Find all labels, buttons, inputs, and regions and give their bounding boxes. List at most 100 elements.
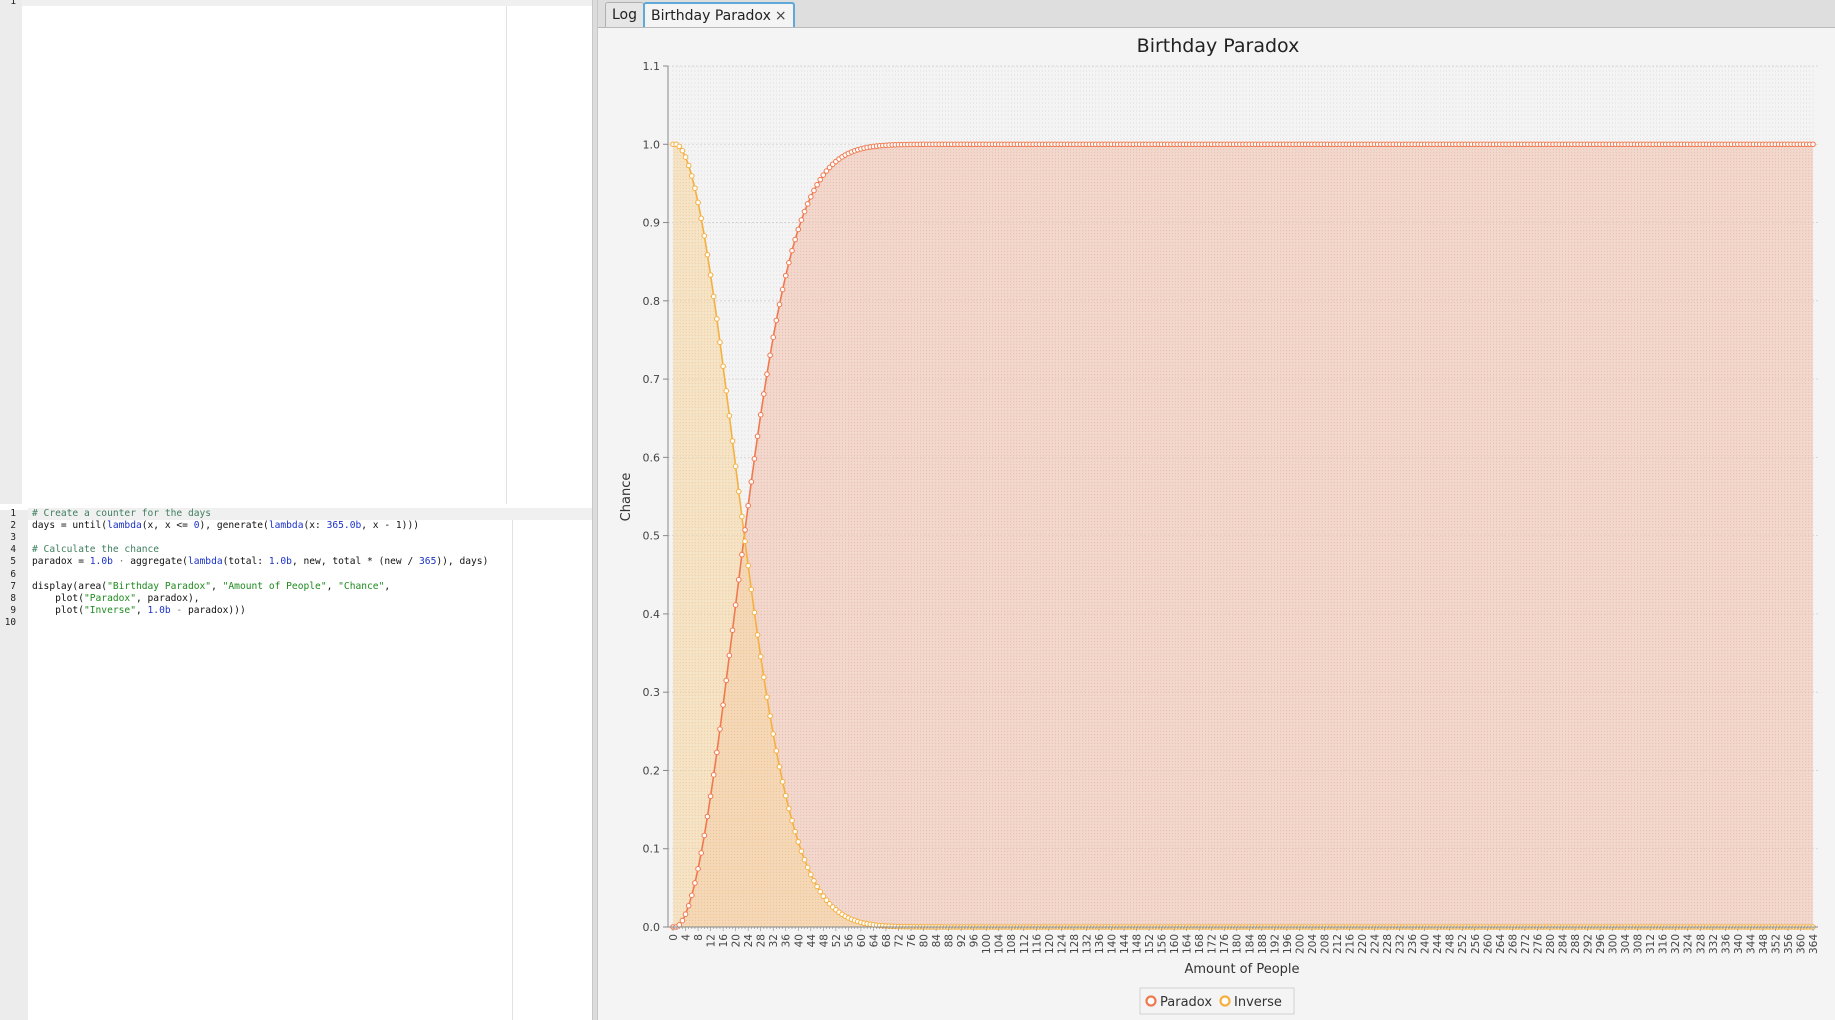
point-paradox	[1810, 141, 1816, 148]
line-number: 4	[10, 544, 16, 556]
point-paradox	[789, 247, 795, 254]
point-paradox	[770, 334, 777, 341]
code-line: # Create a counter for the days	[32, 508, 211, 520]
line-number: 6	[10, 568, 16, 580]
x-tick-label: 264	[1495, 934, 1507, 954]
code-token: "Birthday Paradox"	[107, 580, 212, 592]
point-inverse	[726, 413, 733, 419]
line-number: 2	[10, 520, 16, 532]
point-paradox	[779, 286, 786, 293]
y-tick-label: 0.7	[643, 373, 661, 386]
code-line: # Calculate the chance	[32, 544, 159, 556]
point-paradox	[751, 455, 758, 462]
point-paradox	[732, 602, 739, 608]
code-token: "Amount of People"	[222, 580, 327, 592]
x-tick-label: 144	[1119, 934, 1131, 954]
point-paradox	[698, 850, 704, 856]
code-token: (x:	[303, 520, 327, 532]
point-paradox	[717, 726, 723, 732]
x-tick-label: 104	[994, 934, 1006, 954]
code-line: paradox = 1.0b · aggregate(lambda(total:…	[32, 556, 488, 568]
x-tick-label: 88	[944, 934, 956, 947]
x-tick-label: 140	[1106, 934, 1118, 954]
point-paradox	[773, 317, 780, 324]
point-inverse	[739, 513, 745, 520]
point-paradox	[814, 181, 820, 188]
x-tick-label: 112	[1019, 934, 1031, 954]
point-inverse	[676, 143, 683, 150]
point-paradox	[761, 391, 767, 397]
code-line: plot("Inverse", 1.0b - paradox)))	[32, 605, 246, 617]
point-inverse	[742, 538, 748, 545]
point-inverse	[723, 388, 730, 394]
code-token: -	[170, 604, 188, 616]
top-editor-margin-line	[506, 0, 507, 504]
x-tick-label: 232	[1395, 934, 1407, 954]
x-tick-label: 196	[1282, 934, 1294, 954]
tab-birthday-paradox-label: Birthday Paradox	[651, 8, 771, 24]
code-token: ·	[112, 556, 131, 568]
code-token: , paradox),	[135, 592, 200, 604]
point-inverse	[720, 363, 726, 370]
code-token: 1.0b	[268, 556, 292, 568]
code-editor-panel: 1 1 2 3 4 5 6 7 8 9 10 # Create a counter for the…	[0, 0, 592, 1020]
point-inverse	[679, 147, 686, 154]
code-token: lambda	[268, 520, 304, 532]
code-token: 1.0b	[89, 556, 113, 568]
code-token: display(area(	[32, 580, 108, 592]
x-tick-label: 168	[1194, 934, 1206, 954]
x-tick-label: 240	[1420, 934, 1432, 954]
top-editor-text-area[interactable]	[22, 6, 592, 504]
point-paradox	[798, 217, 805, 223]
code-token: days = until(	[32, 520, 108, 532]
x-tick-label: 348	[1758, 934, 1770, 954]
x-tick-label: 204	[1307, 934, 1319, 954]
x-tick-label: 244	[1432, 934, 1444, 954]
y-tick-label: 0.4	[643, 608, 661, 621]
x-tick-label: 300	[1608, 934, 1620, 954]
y-tick-label: 0.9	[643, 217, 661, 230]
x-tick-label: 100	[981, 934, 993, 954]
point-inverse	[748, 586, 755, 593]
tab-log-label: Log	[612, 7, 638, 23]
x-tick-label: 20	[731, 934, 743, 947]
point-paradox	[701, 832, 708, 839]
legend-inverse-label: Inverse	[1234, 995, 1282, 1010]
x-tick-label: 60	[856, 934, 868, 947]
x-tick-label: 216	[1344, 934, 1356, 954]
x-tick-label: 260	[1482, 934, 1494, 954]
point-inverse	[804, 864, 811, 871]
bottom-editor-margin-line	[512, 510, 513, 1020]
tab-log[interactable]: Log	[605, 2, 645, 27]
x-tick-label: 344	[1745, 934, 1757, 954]
x-tick-label: 52	[831, 934, 843, 947]
point-inverse	[798, 848, 805, 854]
point-inverse	[814, 883, 820, 890]
point-paradox	[704, 813, 711, 820]
point-paradox	[782, 272, 789, 279]
close-icon[interactable]: ×	[774, 8, 787, 24]
point-paradox	[692, 880, 698, 886]
tab-birthday-paradox[interactable]: Birthday Paradox ×	[643, 2, 795, 27]
top-editor-gutter	[0, 0, 22, 504]
x-tick-label: 312	[1645, 934, 1657, 954]
x-tick-label: 40	[793, 934, 805, 947]
point-inverse	[710, 293, 717, 300]
bottom-current-line-highlight	[28, 508, 592, 520]
x-tick-label: 272	[1520, 934, 1532, 954]
legend-paradox-marker	[1145, 995, 1157, 1007]
x-tick-label: 24	[743, 934, 755, 948]
top-current-line-highlight	[22, 0, 592, 6]
x-tick-label: 332	[1708, 934, 1720, 954]
x-tick-label: 56	[843, 934, 855, 948]
panel-splitter[interactable]	[592, 0, 598, 1020]
point-paradox	[714, 749, 720, 756]
legend: Paradox Inverse	[1139, 987, 1295, 1015]
x-tick-label: 80	[919, 934, 931, 947]
point-inverse	[754, 632, 761, 638]
x-tick-label: 128	[1069, 934, 1081, 954]
point-inverse	[811, 878, 817, 884]
point-inverse	[688, 173, 695, 179]
x-tick-label: 120	[1044, 934, 1056, 954]
x-tick-label: 356	[1783, 934, 1795, 954]
